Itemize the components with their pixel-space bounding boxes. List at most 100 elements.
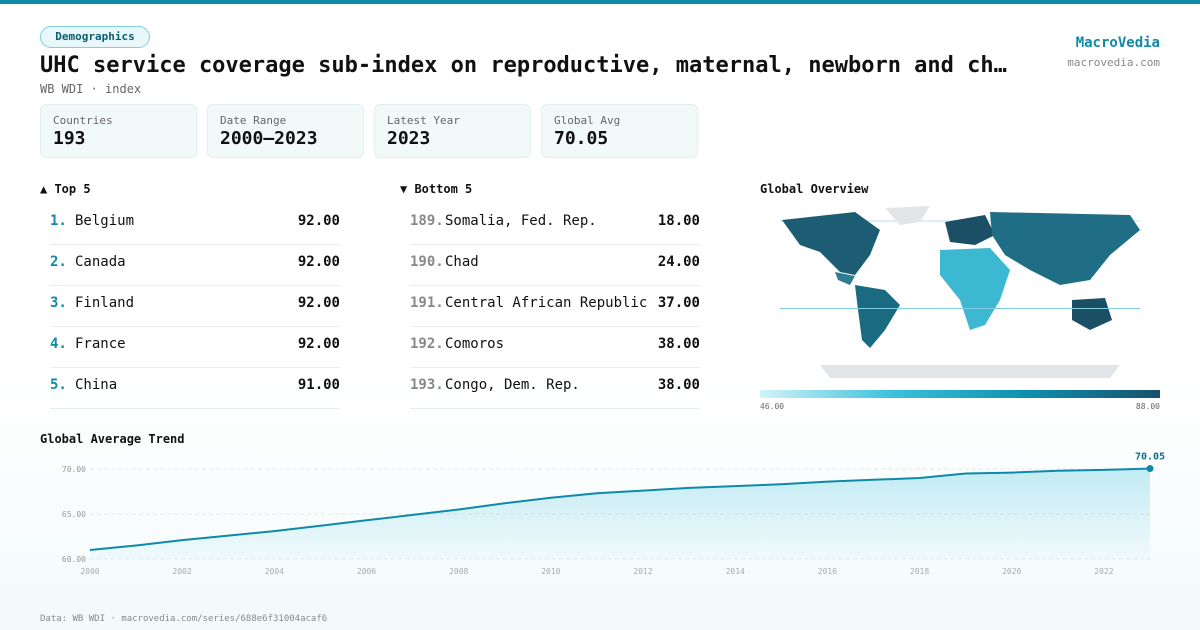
- stat-label: Date Range: [220, 114, 287, 127]
- x-tick-label: 2014: [726, 567, 745, 576]
- y-tick-label: 60.00: [62, 555, 86, 564]
- color-scale: [760, 390, 1160, 398]
- x-tick-label: 2008: [449, 567, 468, 576]
- stat-card: Global Avg 70.05: [541, 104, 698, 158]
- subtitle: WB WDI · index: [40, 82, 142, 96]
- section-title: ▼ Bottom 5: [400, 182, 473, 196]
- chart-title: Global Average Trend: [40, 432, 185, 446]
- map-band: [780, 308, 1140, 309]
- x-tick-label: 2020: [1002, 567, 1021, 576]
- category-tag[interactable]: Demographics: [40, 26, 150, 48]
- country-name: France: [75, 336, 126, 352]
- x-tick-label: 2012: [633, 567, 652, 576]
- greenland: [885, 206, 930, 225]
- section-title: Global Overview: [760, 182, 869, 196]
- list-row: 4. France 92.00: [50, 327, 340, 368]
- country-value: 91.00: [297, 377, 340, 393]
- stat-label: Global Avg: [554, 114, 621, 127]
- site[interactable]: macrovedia.com: [1067, 56, 1160, 69]
- rank: 5.: [50, 377, 67, 393]
- rank: 4.: [50, 336, 67, 352]
- country-value: 18.00: [657, 213, 700, 229]
- rank: 190.: [410, 254, 444, 270]
- rank: 192.: [410, 336, 444, 352]
- list-row: 191. Central African Republic 37.00: [410, 286, 700, 327]
- rank: 1.: [50, 213, 67, 229]
- stat-value: 70.05: [554, 128, 609, 149]
- area: [90, 468, 1150, 559]
- line: [89, 467, 1151, 551]
- country-value: 92.00: [297, 336, 340, 352]
- list-row: 193. Congo, Dem. Rep. 38.00: [410, 368, 700, 409]
- legend-min: 46.00: [760, 402, 785, 411]
- section-title: ▲ Top 5: [40, 182, 91, 196]
- country-name: Congo, Dem. Rep.: [445, 377, 580, 393]
- stat-card: Latest Year 2023: [374, 104, 531, 158]
- x-tick-label: 2018: [910, 567, 929, 576]
- list-row: 192. Comoros 38.00: [410, 327, 700, 368]
- list-row: 3. Finland 92.00: [50, 286, 340, 327]
- x-tick-label: 2016: [818, 567, 837, 576]
- country-name: Somalia, Fed. Rep.: [445, 213, 597, 229]
- footer: Data: WB WDI · macrovedia.com/series/688…: [40, 614, 328, 624]
- country-name: Belgium: [75, 213, 135, 229]
- top-list: 1. Belgium 92.00 2. Canada 92.00 3. Finland 92.0…: [50, 204, 340, 409]
- country-name: China: [75, 377, 118, 393]
- country-value: 92.00: [297, 213, 340, 229]
- stat-value: 193: [53, 128, 86, 149]
- x-tick-label: 2010: [541, 567, 560, 576]
- stat-label: Latest Year: [387, 114, 460, 127]
- list-row: 5. China 91.00: [50, 368, 340, 409]
- world-map: [780, 206, 1140, 378]
- central-america: [835, 272, 855, 285]
- rank: 189.: [410, 213, 444, 229]
- country-name: Comoros: [445, 336, 505, 352]
- rank: 191.: [410, 295, 444, 311]
- country-name: Canada: [75, 254, 126, 270]
- antarctica: [820, 365, 1120, 378]
- europe: [945, 215, 995, 245]
- value-label: 70.05: [1135, 452, 1165, 463]
- x-tick-label: 2002: [173, 567, 192, 576]
- country-value: 38.00: [657, 377, 700, 393]
- x-tick-label: 2006: [357, 567, 376, 576]
- x-tick-label: 2022: [1094, 567, 1113, 576]
- rank: 3.: [50, 295, 67, 311]
- country-value: 92.00: [297, 254, 340, 270]
- y-tick-label: 70.00: [62, 465, 86, 474]
- bottom-list: 189. Somalia, Fed. Rep. 18.00 190. Chad 24.00…: [410, 204, 700, 409]
- country-name: Chad: [445, 254, 479, 270]
- country-name: Finland: [75, 295, 135, 311]
- country-value: 38.00: [657, 336, 700, 352]
- legend-max: 88.00: [1135, 402, 1160, 411]
- brand[interactable]: MacroVedia: [1075, 35, 1160, 51]
- country-value: 92.00: [297, 295, 340, 311]
- list-row: 2. Canada 92.00: [50, 245, 340, 286]
- y-tick-label: 65.00: [62, 510, 86, 519]
- rank: 193.: [410, 377, 444, 393]
- country-value: 24.00: [657, 254, 700, 270]
- x-tick-label: 2000: [80, 567, 99, 576]
- country-name: Central African Republic: [445, 295, 648, 311]
- top-bar: [0, 0, 1200, 4]
- stat-card: Date Range 2000–2023: [207, 104, 364, 158]
- list-row: 189. Somalia, Fed. Rep. 18.00: [410, 204, 700, 245]
- stat-value: 2023: [387, 128, 431, 149]
- south-america: [855, 285, 900, 348]
- country-value: 37.00: [657, 295, 700, 311]
- list-row: 190. Chad 24.00: [410, 245, 700, 286]
- rank: 2.: [50, 254, 67, 270]
- title: UHC service coverage sub-index on reprod…: [40, 53, 1007, 78]
- stat-value: 2000–2023: [220, 128, 318, 149]
- stat-card: Countries 193: [40, 104, 197, 158]
- australia: [1072, 298, 1112, 330]
- stat-label: Countries: [53, 114, 113, 127]
- africa: [940, 248, 1010, 330]
- list-row: 1. Belgium 92.00: [50, 204, 340, 245]
- north-america: [782, 212, 880, 275]
- asia: [990, 212, 1140, 285]
- x-tick-label: 2004: [265, 567, 284, 576]
- end-point: [1146, 465, 1154, 473]
